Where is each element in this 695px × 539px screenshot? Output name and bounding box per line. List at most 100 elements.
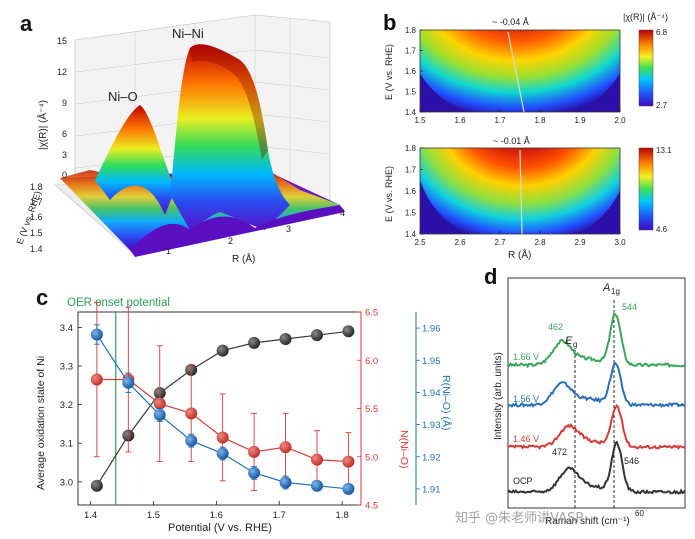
c-red-tick-label: 6.5 <box>365 308 378 319</box>
a-e-tick: 1.5 <box>30 228 43 238</box>
a-z-tick: 15 <box>57 36 67 46</box>
c-blue-tick-label: 1.94 <box>422 388 441 399</box>
heat-y-tick-label: 1.5 <box>405 88 417 97</box>
c-series <box>90 301 355 495</box>
a-e-tick: 1.4 <box>30 244 43 254</box>
data-point <box>153 408 166 421</box>
c-x-tick-label: 1.8 <box>336 510 349 521</box>
c-red-axis: 4.5 5.0 5.5 6.0 6.5 <box>357 308 378 512</box>
a-e-ticks: 1.8 1.7 1.6 1.5 1.4 <box>30 182 43 254</box>
c-blue-axis-label: R(Ni–O) (Å) <box>440 375 453 430</box>
heatmap-top-colorbar <box>638 29 654 107</box>
c-left-axis-label: Average oxidation state of Ni <box>35 356 47 490</box>
c-blue-tick-label: 1.95 <box>422 356 441 367</box>
heat-x-tick-label: 1.6 <box>454 116 466 125</box>
heatmap-top: ~ -0.04 Å 1.5 1.6 1.7 1.8 1.9 2.0 1.81.71.61.… <box>384 12 668 125</box>
heatmap-bottom-peak-line <box>519 149 523 235</box>
c-series-1 <box>90 301 355 491</box>
heatmap-top-colorbar-min: 2.7 <box>656 101 668 110</box>
a-e-tick: 1.8 <box>30 182 43 192</box>
a-r-axis-label: R (Å) <box>232 252 255 265</box>
heat-y-tick-label: 1.6 <box>405 67 417 76</box>
c-x-axis-ticks: 1.4 1.5 1.6 1.7 1.8 <box>84 501 349 521</box>
data-point <box>279 441 292 454</box>
heat-x-tick-label: 1.8 <box>534 116 546 125</box>
data-point <box>185 434 198 447</box>
c-left-tick-label: 3.3 <box>60 362 73 373</box>
d-label-156: 1.56 V <box>513 394 539 404</box>
ni-ni-peak <box>170 44 290 230</box>
panel-b: b ~ -0.04 Å 1.5 1.6 1.7 1.8 1.9 2.0 1.8 1.7 1.6… <box>383 10 672 261</box>
raman-curve <box>507 361 686 409</box>
ni-o-peak <box>95 105 175 215</box>
heatmap-bottom-y-label: E (V vs. RHE) <box>384 166 394 222</box>
onset-label: OER onset potential <box>67 297 170 309</box>
c-red-tick-label: 6.0 <box>365 356 378 367</box>
heat-x-tick-label: 2.6 <box>454 238 466 247</box>
a-e-tick: 1.7 <box>30 197 43 207</box>
d-x-axis-label: Raman shift (cm⁻¹) <box>545 516 630 527</box>
d-series <box>507 311 686 495</box>
a-z-tick: 12 <box>57 67 67 77</box>
a-z-axis-label: |χ(R)| (Å⁻⁴) <box>36 100 49 150</box>
data-point <box>216 431 229 444</box>
data-point <box>90 328 103 341</box>
heatmap-bottom-field <box>420 148 620 234</box>
ni-ni-peak-label: Ni–Ni <box>172 26 204 41</box>
panel-d-letter: d <box>484 264 497 289</box>
c-x-tick-label: 1.4 <box>84 510 97 521</box>
panel-a-letter: a <box>20 11 33 36</box>
heatmap-bottom-y-ticks: 1.8 1.7 1.6 1.5 1.4 <box>405 144 423 239</box>
c-red-tick-label: 4.5 <box>365 501 378 512</box>
panel-c-letter: c <box>36 285 48 310</box>
data-point <box>185 407 198 420</box>
a-z-tick: 0 <box>62 170 67 180</box>
a1g-label: A <box>602 282 610 294</box>
heat-x-tick-label: 2.5 <box>414 238 426 247</box>
data-point <box>279 333 292 346</box>
c-left-tick-label: 3.0 <box>60 477 73 488</box>
heat-y-tick-label: 1.4 <box>405 230 417 239</box>
c-series-2 <box>90 324 355 495</box>
heatmap-top-x-ticks: 1.5 1.6 1.7 1.8 1.9 2.0 <box>414 109 626 125</box>
heat-y-tick-label: 1.7 <box>405 47 417 56</box>
c-blue-tick-label: 1.93 <box>422 420 441 431</box>
peak-544: 544 <box>622 302 637 312</box>
a-r-tick: 1 <box>166 246 171 256</box>
a1g-sub: 1g <box>611 287 620 296</box>
heatmap-top-colorbar-max: 6.8 <box>656 28 668 37</box>
data-point <box>342 325 355 338</box>
c-left-tick-label: 3.4 <box>60 323 73 334</box>
heat-x-tick-label: 2.8 <box>534 238 546 247</box>
heat-x-tick-label: 2.0 <box>614 116 626 125</box>
c-red-axis-label: N(Ni–O) <box>398 430 410 469</box>
heat-y-tick-label: 1.8 <box>405 26 417 35</box>
c-x-tick-label: 1.7 <box>273 510 286 521</box>
data-point <box>279 476 292 489</box>
ni-ni-peak-shade <box>190 44 268 160</box>
heat-x-tick-label: 1.7 <box>494 116 506 125</box>
a-r-tick: 2 <box>228 236 233 246</box>
heatmap-top-y-ticks: 1.8 1.7 1.6 1.5 1.4 <box>405 26 423 117</box>
peak-462: 462 <box>548 322 563 332</box>
heat-y-tick-label: 1.7 <box>405 166 417 175</box>
c-blue-tick-label: 1.96 <box>422 324 441 335</box>
data-point <box>216 447 229 460</box>
a-e-tick: 1.6 <box>30 212 43 222</box>
data-point <box>310 479 323 492</box>
data-point <box>310 453 323 466</box>
watermark: 知乎 @朱老师讲VASP <box>455 510 583 526</box>
raman-curve <box>507 403 686 451</box>
c-red-tick-label: 5.5 <box>365 404 378 415</box>
data-point <box>342 455 355 468</box>
heat-y-tick-label: 1.8 <box>405 144 417 153</box>
heatmap-bottom: ~ -0.01 Å 2.5 2.6 2.7 2.8 2.9 3.0 1.81.71.61.… <box>384 136 672 261</box>
data-point <box>153 397 166 410</box>
peak-472: 472 <box>552 447 567 457</box>
a-r-tick: 4 <box>340 208 345 218</box>
a-r-ticks: 1 2 3 4 <box>166 208 345 256</box>
panel-c: c OER onset potential 3.0 3.1 3.2 3.3 3.4 4.… <box>35 285 453 534</box>
heatmap-bottom-x-ticks: 2.5 2.6 2.7 2.8 2.9 3.0 <box>414 231 626 247</box>
heatmap-bottom-x-label: R (Å) <box>508 248 531 261</box>
heatmap-top-colorbar-title: |χ(R)| (Å⁻⁴) <box>623 12 668 22</box>
